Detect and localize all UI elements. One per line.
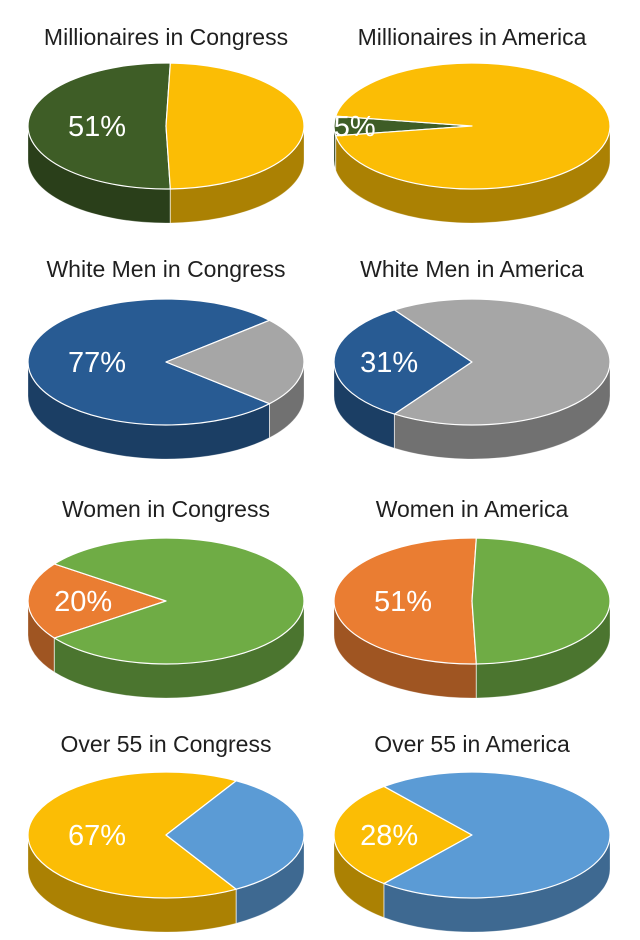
slice-data-label: 28% — [360, 820, 418, 852]
chart-title: White Men in America — [360, 256, 584, 282]
pie-slice — [27, 563, 167, 639]
slice-data-label: 5% — [334, 111, 376, 143]
pie-slice — [27, 298, 271, 426]
pie-slice — [471, 537, 611, 665]
slice-data-label: 77% — [68, 347, 126, 379]
pie-slice — [393, 298, 611, 426]
pie-slice — [53, 537, 305, 665]
pie-slice — [165, 62, 305, 190]
slice-data-label: 67% — [68, 820, 126, 852]
pie-slice — [27, 771, 237, 899]
pie-slice — [383, 771, 611, 899]
pie-slice — [333, 785, 473, 885]
pie-slice — [165, 319, 305, 405]
pie-slice — [333, 309, 473, 415]
pie-7: Over 55 in Congress 67% — [27, 731, 305, 933]
chart-title: Women in Congress — [62, 496, 270, 522]
chart-title: White Men in Congress — [46, 256, 285, 282]
pie-1: Millionaires in Congress 51% — [27, 24, 305, 224]
pie-slice — [335, 62, 611, 190]
pie-4: White Men in America 31% — [333, 256, 611, 460]
slice-data-label: 51% — [374, 586, 432, 618]
slice-data-label: 20% — [54, 586, 112, 618]
chart-title: Over 55 in Congress — [61, 731, 272, 757]
pie-slice — [333, 537, 477, 665]
pie-3: White Men in Congress 77% — [27, 256, 305, 460]
pie-slice — [27, 62, 171, 190]
slice-data-label: 31% — [360, 347, 418, 379]
pie-8: Over 55 in America 28% — [333, 731, 611, 933]
pie-2: Millionaires in America 5% — [333, 24, 611, 224]
pie-6: Women in America 51% — [333, 496, 611, 699]
pie-5: Women in Congress 20% — [27, 496, 305, 699]
pie-slice — [165, 780, 305, 890]
chart-title: Millionaires in America — [358, 24, 587, 50]
chart-title: Over 55 in America — [374, 731, 570, 757]
chart-title: Women in America — [376, 496, 569, 522]
slice-data-label: 51% — [68, 111, 126, 143]
chart-title: Millionaires in Congress — [44, 24, 288, 50]
